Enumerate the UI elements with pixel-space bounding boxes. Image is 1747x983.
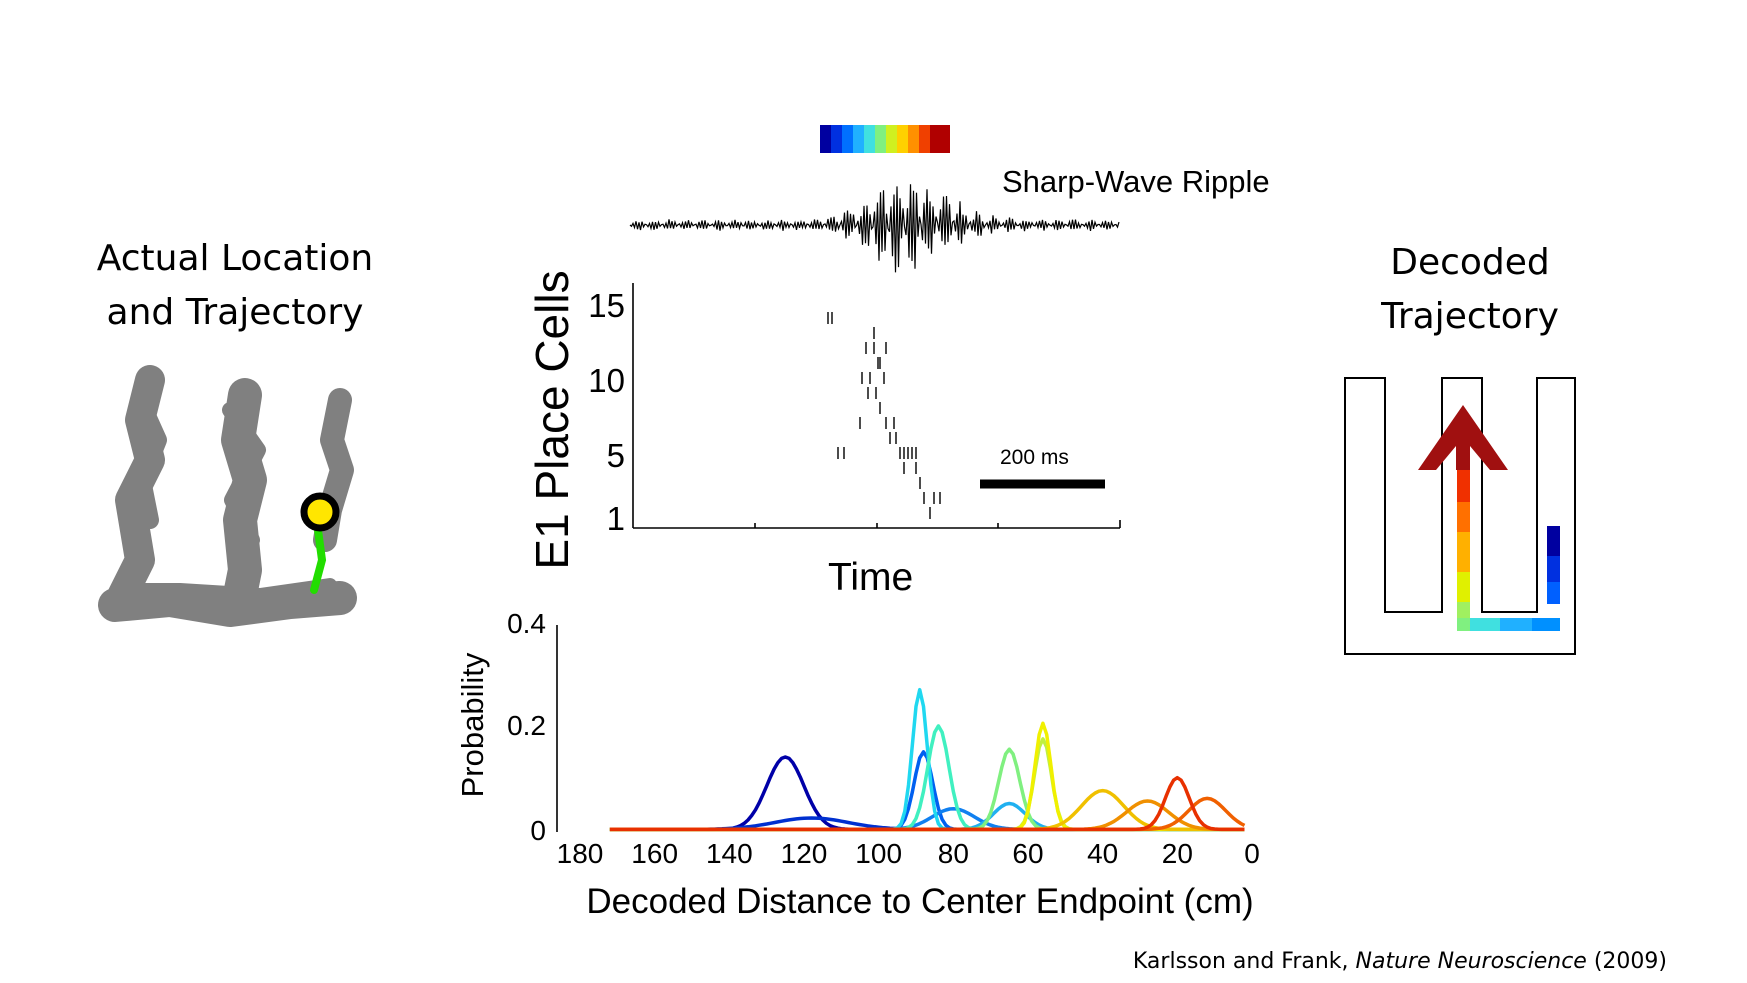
raster-y-tick-10: 10 bbox=[588, 362, 625, 399]
maze-outline bbox=[1344, 377, 1576, 655]
chart-x-tick-60: 60 bbox=[1012, 838, 1044, 869]
raster-y-tick-1: 1 bbox=[606, 500, 625, 537]
citation-journal: Nature Neuroscience bbox=[1355, 949, 1587, 974]
citation-year: (2009) bbox=[1586, 949, 1667, 974]
chart-y-tick-0: 0 bbox=[530, 815, 546, 846]
current-path-green bbox=[310, 526, 327, 594]
chart-y-tick-0.2: 0.2 bbox=[507, 710, 546, 741]
sharp-wave-ripple-label: Sharp-Wave Ripple bbox=[1002, 164, 1270, 199]
current-position-marker bbox=[300, 492, 340, 532]
chart-y-tick-0.4: 0.4 bbox=[507, 608, 546, 639]
chart-x-tick-0: 0 bbox=[1244, 838, 1260, 869]
chart-x-tick-140: 140 bbox=[705, 838, 753, 869]
raster-y-tick-15: 15 bbox=[588, 287, 625, 324]
chart-x-tick-40: 40 bbox=[1087, 838, 1119, 869]
sharp-wave-ripple-trace bbox=[629, 184, 1120, 273]
time-colorbar bbox=[820, 125, 950, 153]
chart-x-tick-80: 80 bbox=[937, 838, 969, 869]
chart-x-tick-180: 180 bbox=[556, 838, 604, 869]
probability-series-bin14 bbox=[609, 775, 1245, 832]
actual-location-title-line1: Actual Location bbox=[96, 238, 374, 279]
chart-x-tick-160: 160 bbox=[631, 838, 679, 869]
chart-x-tick-100: 100 bbox=[855, 838, 903, 869]
scale-bar-label: 200 ms bbox=[1000, 446, 1069, 469]
citation-authors: Karlsson and Frank, bbox=[1132, 949, 1356, 974]
chart-x-tick-120: 120 bbox=[780, 838, 828, 869]
decoded-trajectory-title: Decoded Trajectory bbox=[1340, 236, 1600, 344]
chart-x-tick-20: 20 bbox=[1161, 838, 1193, 869]
citation: Karlsson and Frank, Nature Neuroscience … bbox=[1133, 949, 1667, 974]
raster-y-tick-5: 5 bbox=[606, 437, 625, 474]
raster-x-axis-label: Time bbox=[828, 556, 914, 599]
actual-location-title-line2: and Trajectory bbox=[106, 292, 364, 333]
trajectory-bottom-corridor bbox=[98, 581, 357, 627]
chart-x-axis-label: Decoded Distance to Center Endpoint (cm) bbox=[586, 882, 1254, 921]
decoded-trajectory-title-line1: Decoded bbox=[1390, 242, 1550, 283]
actual-location-title: Actual Location and Trajectory bbox=[70, 232, 400, 340]
decoded-trajectory-title-line2: Trajectory bbox=[1381, 296, 1559, 337]
decoded-path bbox=[1457, 470, 1560, 631]
decoded-direction-arrow bbox=[1418, 405, 1508, 470]
